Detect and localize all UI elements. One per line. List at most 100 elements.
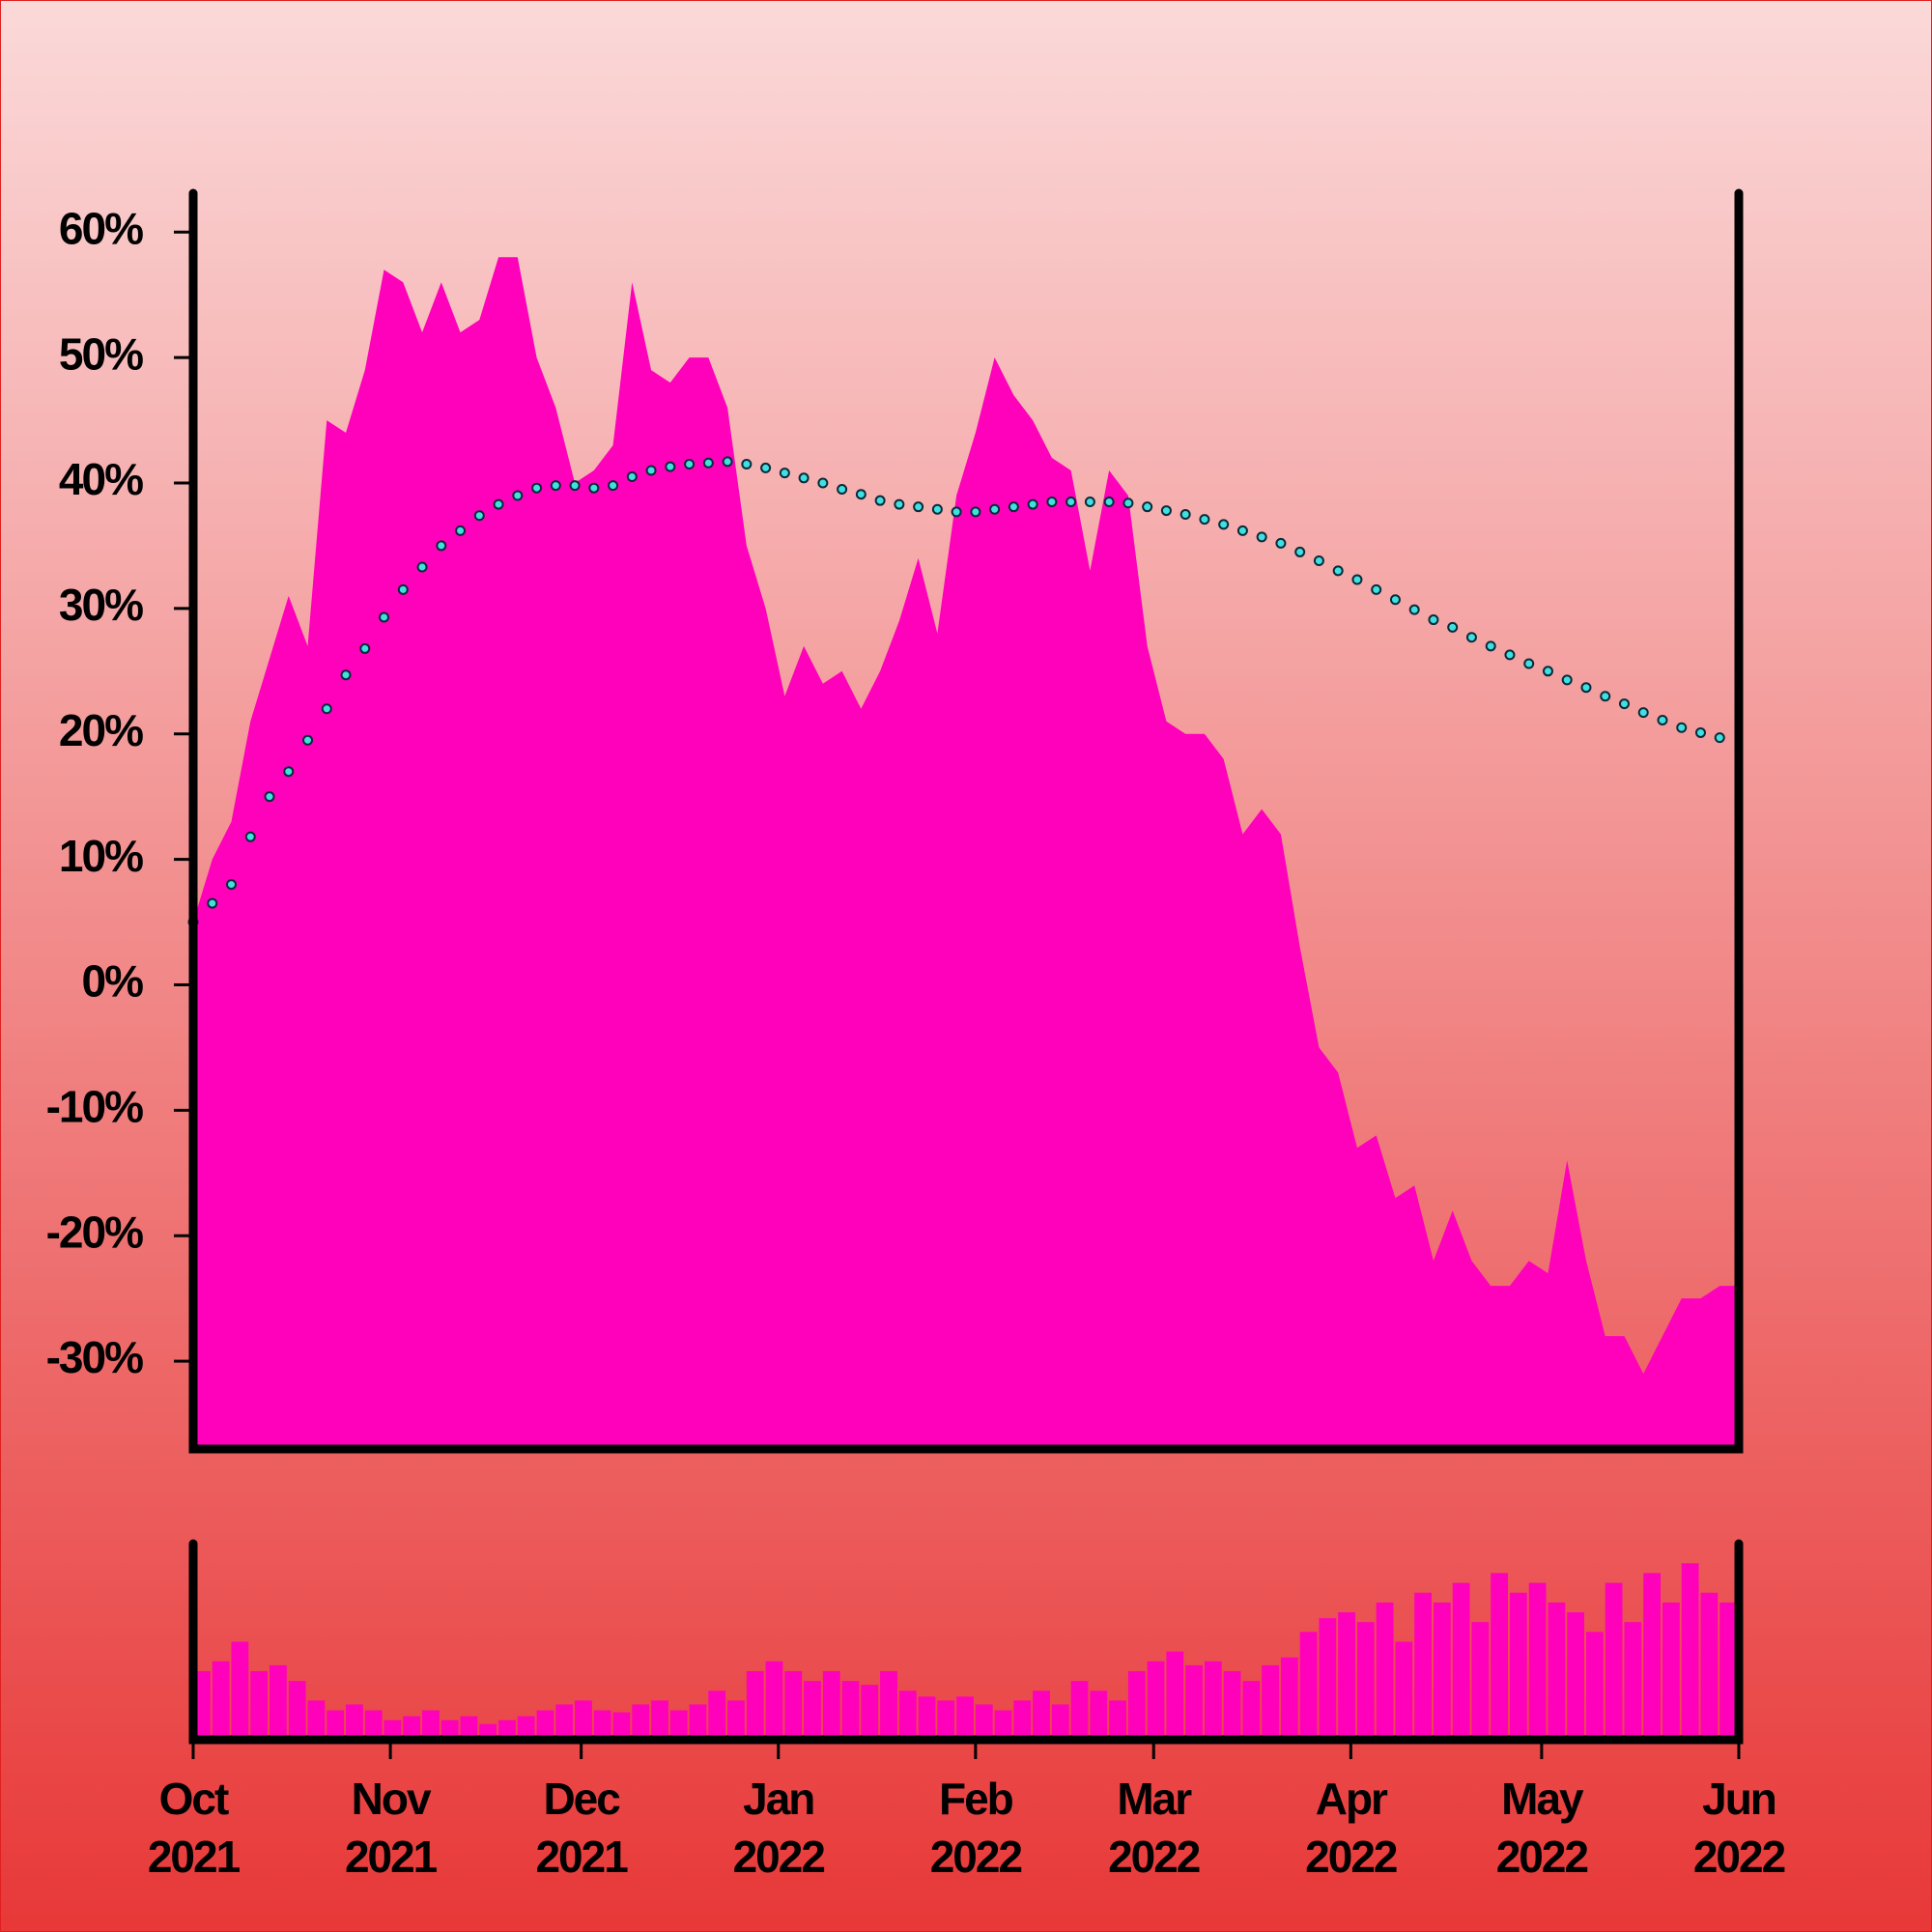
volume-bar (804, 1681, 821, 1740)
y-tick-label: 40% (59, 454, 143, 504)
volume-bar (1127, 1670, 1146, 1740)
volume-bar (422, 1710, 440, 1740)
volume-bar (746, 1670, 764, 1740)
volume-bar (1548, 1602, 1566, 1740)
x-tick-label: Jun 2022 (1693, 1774, 1785, 1882)
volume-bar (1013, 1700, 1032, 1740)
trend-dot (226, 879, 238, 891)
volume-bar (708, 1690, 726, 1740)
trend-dot (512, 490, 524, 501)
trend-dot (1657, 714, 1668, 725)
volume-bar (384, 1719, 402, 1740)
trend-dot (302, 734, 314, 746)
volume-bar (403, 1716, 421, 1740)
trend-dot (626, 471, 638, 483)
trend-dot (1637, 707, 1649, 719)
volume-bar (1528, 1582, 1547, 1740)
main-frame (188, 188, 1744, 1454)
volume-bar (1223, 1670, 1241, 1740)
trend-dot (1218, 519, 1230, 530)
trend-dot (684, 459, 696, 470)
trend-dot (798, 472, 810, 484)
volume-bar (651, 1700, 668, 1740)
volume-bar (841, 1681, 860, 1740)
x-tick-label-line: May (1501, 1774, 1584, 1824)
volume-bar (861, 1685, 879, 1740)
volume-bar (536, 1710, 554, 1740)
volume-bar (593, 1710, 611, 1740)
volume-bar (1166, 1651, 1184, 1740)
y-tick-label: 0% (82, 956, 144, 1007)
volume-bar (498, 1719, 516, 1740)
volume-bar (270, 1664, 287, 1740)
trend-dot (340, 669, 352, 681)
trend-dot (1142, 501, 1153, 513)
trend-dot (1179, 508, 1191, 520)
volume-bar (937, 1700, 955, 1740)
volume-bar (1509, 1592, 1527, 1740)
volume-bar (632, 1704, 650, 1740)
trend-dot (1600, 691, 1611, 702)
trend-dot (1294, 546, 1306, 557)
trend-dot (1676, 722, 1688, 733)
trend-dot (473, 510, 485, 522)
trend-dot (931, 503, 943, 515)
trend-dot (1008, 501, 1019, 513)
trend-dot (1447, 621, 1459, 633)
volume-bar (1643, 1573, 1662, 1740)
trend-dot (1408, 604, 1420, 615)
trend-dot (379, 611, 390, 623)
volume-bar (1605, 1582, 1623, 1740)
trend-dot (1371, 583, 1382, 595)
x-tick-label-line: 2022 (1108, 1832, 1200, 1882)
volume-bar (1319, 1618, 1337, 1740)
volume-bar (1414, 1592, 1432, 1740)
y-tick-label: 30% (59, 580, 143, 630)
volume-bar (1700, 1592, 1719, 1740)
volume-bar (1395, 1641, 1413, 1740)
x-tick-label: Feb 2022 (930, 1774, 1022, 1882)
volume-bar (1567, 1612, 1584, 1740)
y-tick-label: 50% (59, 328, 143, 379)
y-tick-label: 60% (59, 203, 143, 253)
volume-bar (1471, 1622, 1490, 1740)
volume-bar (1624, 1622, 1642, 1740)
trend-dot (951, 506, 962, 518)
trend-dot (1465, 632, 1477, 643)
x-tick-label-line: Nov (352, 1774, 432, 1824)
volume-bar (440, 1719, 459, 1740)
trend-dot (1428, 614, 1439, 626)
trend-dot (1580, 682, 1592, 694)
volume-bar (898, 1690, 917, 1740)
trend-dot (1160, 505, 1172, 517)
x-tick-label-line: 2022 (1305, 1832, 1397, 1882)
y-tick-label: 20% (59, 705, 143, 755)
trend-dot (1523, 658, 1535, 669)
trend-dot (913, 501, 924, 513)
volume-bar (1585, 1632, 1604, 1740)
trend-dot (359, 642, 371, 654)
trend-dot (760, 462, 772, 473)
area (193, 257, 1739, 1449)
y-tick-label: -20% (46, 1207, 143, 1257)
volume-bar (1338, 1612, 1355, 1740)
axes: -30%-20%-10%0%10%20%30%40%50%60%Oct 2021N… (46, 188, 1787, 1882)
x-tick-label: May 2022 (1496, 1774, 1588, 1882)
volume-bar (1090, 1690, 1108, 1740)
volume-bar (1433, 1602, 1451, 1740)
volume-bar (1033, 1690, 1050, 1740)
volume-bar (1185, 1664, 1203, 1740)
trend-dot (455, 525, 467, 536)
trend-dot (416, 561, 428, 573)
volume-bar (212, 1661, 230, 1740)
trend-dot (244, 831, 256, 842)
trend-dot (1542, 666, 1553, 677)
trend-dot (970, 506, 981, 518)
volume-bar (460, 1716, 478, 1740)
trend-dot (397, 583, 409, 595)
trend-dot (1351, 574, 1363, 585)
trend-dot (264, 791, 275, 803)
volume-bar (822, 1670, 840, 1740)
trend-dot (550, 480, 561, 492)
volume-bar (612, 1712, 631, 1740)
